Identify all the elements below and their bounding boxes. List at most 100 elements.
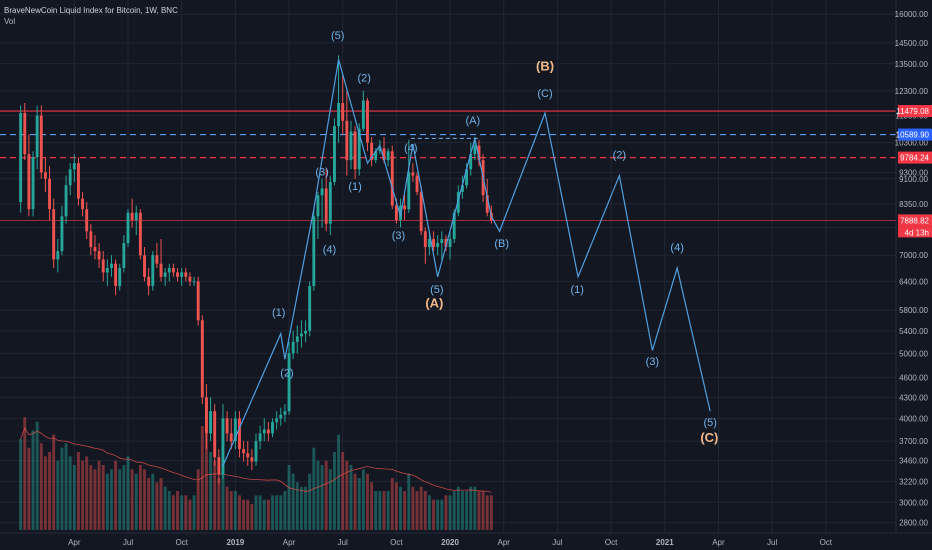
- candle: [68, 163, 72, 196]
- candle-body: [48, 178, 51, 210]
- candle: [167, 263, 171, 282]
- candle: [93, 235, 97, 260]
- volume-bar: [333, 452, 336, 530]
- candle-body: [134, 212, 138, 220]
- candle-body: [114, 263, 118, 286]
- price-tag-bg: [898, 214, 932, 227]
- price-tick-label: 8350.00: [899, 200, 928, 209]
- candle-body: [105, 268, 109, 273]
- volume-bar: [93, 469, 97, 530]
- volume-bar: [415, 491, 419, 530]
- candle-body: [171, 268, 175, 273]
- candle: [440, 231, 444, 260]
- candle: [77, 157, 80, 206]
- volume-bar: [147, 478, 151, 530]
- candle-body: [461, 185, 464, 192]
- candle: [291, 330, 295, 360]
- candle-body: [130, 212, 134, 220]
- volume-bar: [345, 460, 349, 530]
- degree-label: (C): [700, 430, 718, 445]
- candle-body: [85, 209, 89, 232]
- volume-bar: [138, 465, 142, 530]
- candle: [250, 449, 254, 471]
- candle: [275, 411, 279, 430]
- degree-label: (B): [536, 58, 554, 73]
- candle-body: [143, 255, 146, 277]
- candle: [130, 198, 134, 228]
- candle-body: [432, 239, 435, 248]
- candle: [138, 209, 142, 260]
- volume-bar: [337, 434, 341, 530]
- candle: [246, 441, 250, 466]
- candle: [155, 243, 159, 269]
- candle: [419, 185, 423, 236]
- volume-bar: [366, 473, 369, 530]
- volume-bar: [143, 469, 146, 530]
- volume-bar: [419, 486, 423, 530]
- candle: [180, 268, 184, 286]
- candle-body: [188, 276, 192, 282]
- candle-body: [262, 429, 266, 434]
- candle-body: [328, 181, 332, 224]
- candle-body: [266, 429, 270, 434]
- candle: [324, 169, 328, 232]
- price-lines: [0, 110, 896, 221]
- candle: [341, 74, 345, 135]
- candle: [436, 235, 440, 256]
- candle-body: [77, 163, 80, 199]
- candle: [110, 255, 113, 277]
- candle: [233, 411, 237, 450]
- volume-bar: [308, 473, 312, 530]
- price-tick-label: 3700.00: [899, 437, 928, 446]
- candle: [221, 404, 225, 479]
- candle: [43, 157, 47, 192]
- volume-bar: [489, 495, 493, 530]
- volume-bar: [349, 465, 353, 530]
- candle-body: [279, 414, 283, 419]
- wave-label: (1): [571, 284, 584, 296]
- candle-body: [56, 251, 60, 260]
- candle: [370, 137, 374, 167]
- volume-bar: [134, 473, 138, 530]
- candle: [316, 191, 320, 240]
- candle: [390, 145, 394, 210]
- candle-body: [19, 113, 23, 203]
- candle-body: [155, 255, 159, 264]
- time-tick-label: Apr: [68, 538, 81, 547]
- volume-bar: [85, 456, 89, 530]
- candle: [151, 251, 155, 291]
- volume-bar: [316, 460, 320, 530]
- candle-body: [295, 336, 299, 342]
- volume-bar: [452, 491, 456, 530]
- candle-body: [382, 148, 386, 161]
- candle-body: [299, 333, 303, 337]
- volume-bar: [378, 491, 382, 530]
- grid-lines: [0, 0, 896, 533]
- candle-body: [411, 172, 415, 176]
- volume-bar: [19, 439, 23, 530]
- volume-bar: [262, 499, 266, 530]
- candle: [105, 259, 109, 286]
- volume-bar: [399, 486, 402, 530]
- volume-bar: [481, 491, 485, 530]
- volume-bar: [205, 400, 208, 530]
- time-tick-label: Oct: [390, 538, 403, 547]
- candle-body: [345, 120, 349, 161]
- candle-body: [291, 341, 295, 354]
- candle-body: [271, 422, 274, 434]
- volume-bar: [320, 465, 324, 530]
- time-tick-label: Apr: [498, 538, 511, 547]
- volume-bar: [217, 478, 221, 530]
- volume-bar: [473, 486, 477, 530]
- elliott-wave: (1)(2)(3)(4)(5)(1)(2)(3)(4)(5)(A)(B)(C)(…: [222, 30, 718, 467]
- volume-bar: [279, 495, 283, 530]
- volume-bar: [461, 491, 464, 530]
- candle-body: [403, 205, 407, 210]
- candle-body: [250, 457, 254, 462]
- volume-bars: [19, 400, 493, 530]
- candle-body: [97, 251, 101, 260]
- volume-bar: [68, 456, 72, 530]
- candle-body: [333, 126, 336, 182]
